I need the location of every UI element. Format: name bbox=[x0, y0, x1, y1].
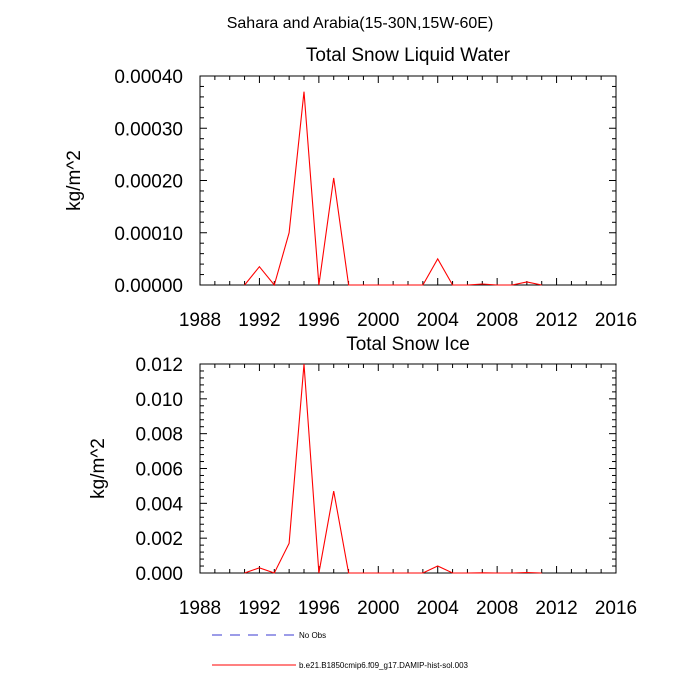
x-tick-label: 1992 bbox=[238, 310, 280, 331]
legend-label: b.e21.B1850cmip6.f09_g17.DAMIP-hist-sol.… bbox=[299, 661, 469, 670]
series-line bbox=[244, 91, 542, 287]
y-tick-label: 0.008 bbox=[135, 425, 183, 446]
legend-label: No Obs bbox=[299, 631, 326, 640]
x-tick-label: 2004 bbox=[417, 310, 460, 331]
y-tick-label: 0.00000 bbox=[114, 276, 183, 297]
x-tick-label: 2000 bbox=[357, 598, 399, 619]
x-tick-label: 1992 bbox=[238, 598, 280, 619]
x-tick-label: 1988 bbox=[179, 598, 221, 619]
panel-snow-ice: Total Snow Ice 1988 1992 1996 2000 2004 2008 20… bbox=[88, 334, 637, 619]
x-tick-label: 2012 bbox=[535, 598, 577, 619]
x-tick-label: 2004 bbox=[417, 598, 460, 619]
y-tick-label: 0.010 bbox=[135, 390, 183, 411]
plot-frame bbox=[199, 75, 617, 286]
y-tick-label: 0.00030 bbox=[114, 119, 183, 140]
x-tick-label: 2016 bbox=[595, 310, 637, 331]
y-tick-label: 0.012 bbox=[135, 355, 183, 376]
y-tick-label: 0.004 bbox=[135, 494, 183, 515]
x-tick-label: 1996 bbox=[298, 598, 340, 619]
x-tick-label: 2008 bbox=[476, 598, 518, 619]
y-tick-label: 0.00040 bbox=[114, 67, 183, 88]
series-line bbox=[244, 363, 542, 574]
y-tick-label: 0.000 bbox=[135, 564, 183, 585]
y-tick-label: 0.002 bbox=[135, 529, 183, 550]
x-tick-label: 1996 bbox=[298, 310, 340, 331]
x-tick-label: 2012 bbox=[535, 310, 577, 331]
y-axis-label: kg/m^2 bbox=[64, 150, 85, 211]
figure-title: Sahara and Arabia(15-30N,15W-60E) bbox=[227, 15, 494, 32]
x-tick-label: 2000 bbox=[357, 310, 399, 331]
legend: No Obs b.e21.B1850cmip6.f09_g17.DAMIP-his… bbox=[212, 631, 469, 670]
y-tick-label: 0.006 bbox=[135, 460, 183, 481]
panel-title: Total Snow Liquid Water bbox=[306, 45, 511, 66]
x-tick-label: 2008 bbox=[476, 310, 518, 331]
y-axis-label: kg/m^2 bbox=[88, 438, 109, 499]
panel-title: Total Snow Ice bbox=[346, 334, 470, 355]
y-tick-label: 0.00010 bbox=[114, 224, 183, 245]
panel-snow-liquid-water: Total Snow Liquid Water 1988 1992 1996 2000 2… bbox=[64, 45, 637, 331]
x-tick-label: 1988 bbox=[179, 310, 221, 331]
y-tick-label: 0.00020 bbox=[114, 172, 183, 193]
plot-frame bbox=[199, 363, 617, 574]
x-tick-label: 2016 bbox=[595, 598, 637, 619]
